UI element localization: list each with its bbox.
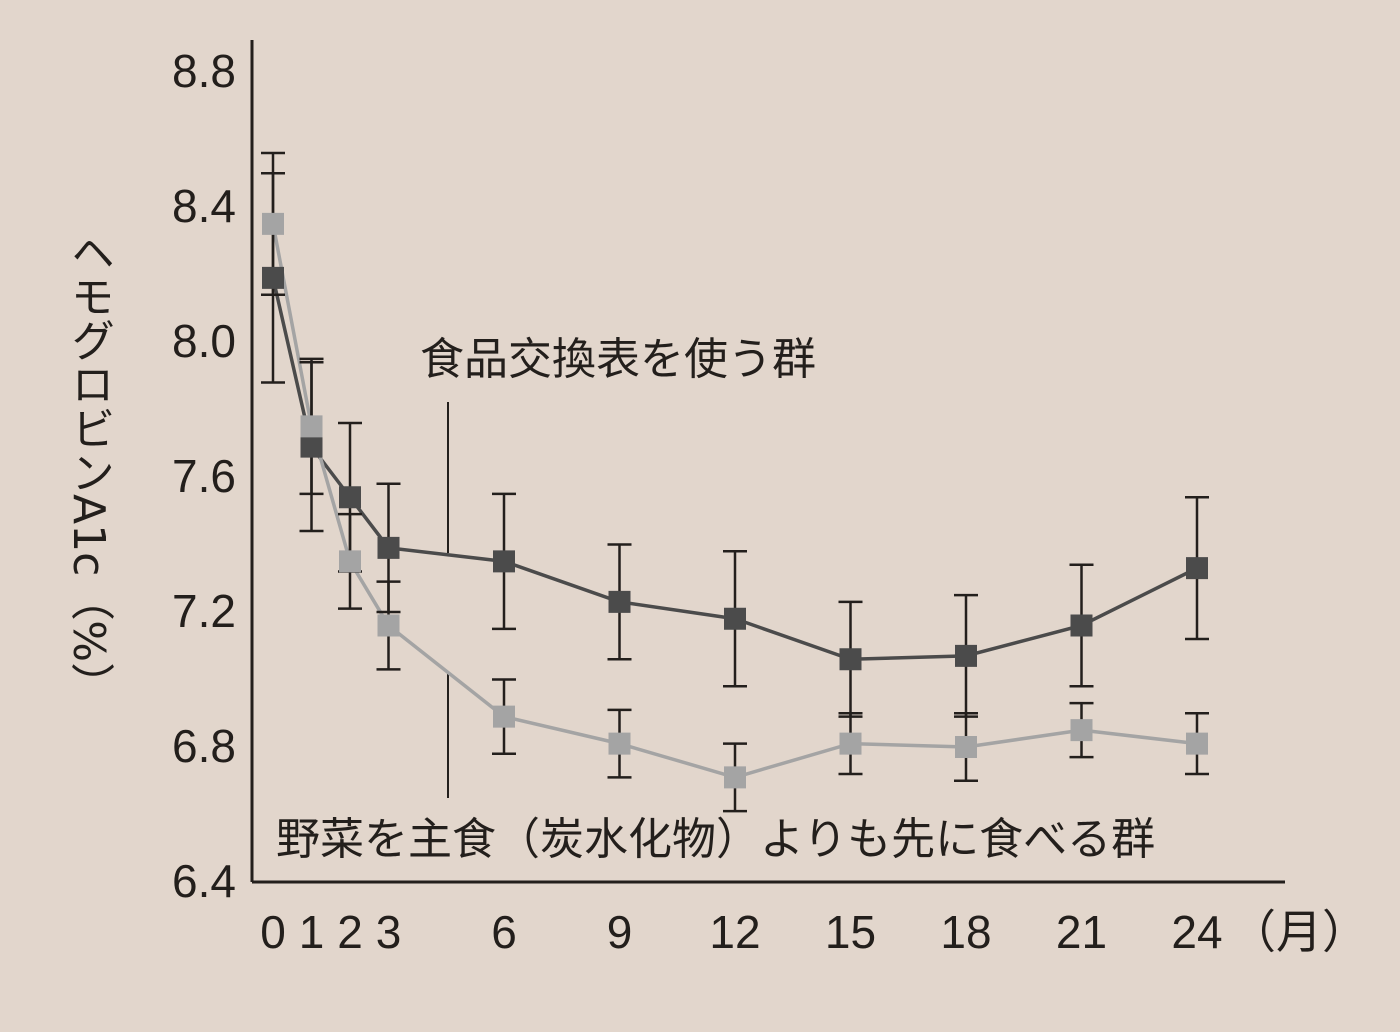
data-point: [608, 732, 631, 755]
data-point: [608, 590, 631, 613]
x-tick-label: 9: [607, 906, 633, 958]
data-point: [1070, 614, 1093, 637]
data-point: [493, 550, 515, 573]
data-point: [339, 486, 361, 509]
data-point: [955, 736, 977, 758]
data-point: [262, 266, 284, 289]
x-tick-label: 3: [376, 906, 402, 958]
data-point: [839, 732, 862, 755]
x-axis-unit: （月）: [1230, 906, 1368, 958]
x-tick-label: 24: [1171, 906, 1222, 958]
y-tick-label: 8.8: [172, 45, 236, 97]
data-point: [955, 644, 977, 667]
series-label: 野菜を主食（炭水化物）よりも先に食べる群: [276, 814, 1155, 865]
data-point: [724, 766, 746, 789]
data-point: [724, 607, 746, 630]
data-point: [377, 614, 400, 637]
x-tick-label: 6: [491, 906, 517, 958]
data-point: [339, 550, 361, 573]
data-point: [1186, 732, 1208, 755]
data-point: [839, 648, 862, 671]
series-label: 食品交換表を使う群: [420, 334, 816, 385]
data-point: [1070, 719, 1093, 742]
data-point: [300, 435, 323, 458]
y-tick-label: 7.6: [172, 450, 236, 502]
x-tick-label: 12: [709, 906, 760, 958]
y-tick-label: 7.2: [172, 585, 236, 637]
x-tick-label: 21: [1056, 906, 1107, 958]
x-tick-label: 2: [337, 906, 363, 958]
y-tick-label: 6.4: [172, 855, 236, 907]
series-line: [271, 223, 1198, 780]
x-tick-label: 1: [299, 906, 325, 958]
x-tick-label: 18: [940, 906, 991, 958]
data-point: [300, 415, 323, 438]
x-tick-label: 0: [260, 906, 286, 958]
data-point: [493, 705, 515, 728]
y-tick-label: 6.8: [172, 720, 236, 772]
data-point: [377, 536, 400, 559]
y-tick-label: 8.0: [172, 315, 236, 367]
y-tick-label: 8.4: [172, 180, 236, 232]
data-point: [262, 212, 284, 235]
x-tick-label: 15: [825, 906, 876, 958]
data-point: [1186, 557, 1208, 580]
y-axis-label: ヘモグロビンA1c（%）: [63, 230, 114, 707]
